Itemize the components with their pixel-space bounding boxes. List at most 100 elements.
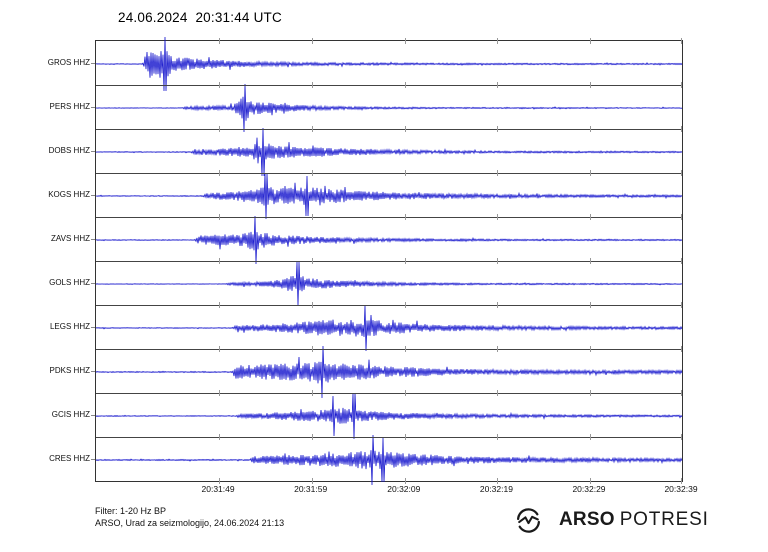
station-label-gcis: GCIS HHZ bbox=[51, 410, 90, 419]
x-tick-mark bbox=[404, 434, 406, 440]
station-label-dobs: DOBS HHZ bbox=[48, 146, 90, 155]
x-tick-mark bbox=[404, 390, 406, 396]
station-label-kogs: KOGS HHZ bbox=[48, 190, 90, 199]
x-tick-mark bbox=[404, 126, 406, 132]
x-tick-mark bbox=[681, 38, 682, 44]
waveform-legs bbox=[95, 304, 683, 352]
x-tick-mark bbox=[497, 390, 499, 396]
x-tick-label: 20:32:39 bbox=[664, 484, 698, 494]
x-tick-mark bbox=[219, 390, 221, 396]
trace-row-legs bbox=[95, 304, 683, 352]
row-divider bbox=[96, 393, 682, 394]
x-tick-mark bbox=[497, 170, 499, 176]
x-tick-label: 20:32:09 bbox=[387, 484, 421, 494]
x-tick-mark bbox=[681, 302, 682, 308]
x-tick-mark bbox=[219, 258, 221, 264]
trace-row-gcis bbox=[95, 392, 683, 440]
waveform-gcis bbox=[95, 392, 683, 440]
x-tick-mark bbox=[311, 126, 313, 132]
x-tick-label: 20:32:29 bbox=[572, 484, 606, 494]
x-tick-mark bbox=[404, 258, 406, 264]
waveform-dobs bbox=[95, 127, 683, 177]
x-tick-mark bbox=[219, 302, 221, 308]
trace-row-zavs bbox=[95, 215, 683, 265]
y-tick bbox=[91, 63, 95, 64]
station-label-legs: LEGS HHZ bbox=[49, 322, 90, 331]
row-divider bbox=[96, 305, 682, 306]
y-tick bbox=[91, 151, 95, 152]
x-tick-mark bbox=[404, 302, 406, 308]
footer-info: Filter: 1-20 Hz BP ARSO, Urad za seizmol… bbox=[95, 505, 284, 529]
y-tick bbox=[91, 459, 95, 460]
trace-row-gros bbox=[95, 36, 683, 92]
x-tick-mark bbox=[404, 170, 406, 176]
x-axis-tick-labels: 20:31:49 20:31:59 20:32:09 20:32:19 20:32:29… bbox=[95, 484, 698, 496]
x-tick-mark bbox=[589, 82, 591, 88]
waveform-kogs bbox=[95, 172, 683, 220]
logo-text-potresi: POTRESI bbox=[619, 509, 709, 530]
x-tick-mark bbox=[589, 258, 591, 264]
x-tick-mark bbox=[404, 214, 406, 220]
y-tick bbox=[91, 239, 95, 240]
logo-text: ARSO POTRESI bbox=[559, 509, 709, 531]
y-tick bbox=[91, 415, 95, 416]
x-tick-mark bbox=[404, 346, 406, 352]
waveform-gros bbox=[95, 36, 683, 92]
x-tick-mark bbox=[681, 258, 682, 264]
y-tick bbox=[91, 283, 95, 284]
x-tick-mark bbox=[404, 82, 406, 88]
row-divider bbox=[96, 85, 682, 86]
x-tick-mark bbox=[589, 390, 591, 396]
x-tick-mark bbox=[589, 478, 591, 484]
station-label-gros: GROS HHZ bbox=[47, 58, 90, 67]
x-tick-mark bbox=[311, 170, 313, 176]
x-tick-mark bbox=[681, 214, 682, 220]
x-tick-mark bbox=[311, 434, 313, 440]
x-tick-mark bbox=[219, 346, 221, 352]
y-tick bbox=[91, 107, 95, 108]
x-tick-mark bbox=[681, 126, 682, 132]
station-label-gols: GOLS HHZ bbox=[49, 278, 90, 287]
row-divider bbox=[96, 349, 682, 350]
x-tick-mark bbox=[681, 390, 682, 396]
x-tick-mark bbox=[497, 82, 499, 88]
logo-text-arso: ARSO bbox=[559, 509, 615, 530]
x-tick-mark bbox=[311, 214, 313, 220]
x-tick-mark bbox=[681, 170, 682, 176]
source-label: ARSO, Urad za seizmologijo, 24.06.2024 2… bbox=[95, 518, 285, 528]
y-tick bbox=[91, 327, 95, 328]
x-tick-mark bbox=[219, 434, 221, 440]
x-tick-mark bbox=[497, 38, 499, 44]
x-tick-mark bbox=[219, 126, 221, 132]
trace-row-kogs bbox=[95, 172, 683, 220]
x-tick-mark bbox=[497, 302, 499, 308]
x-tick-mark bbox=[497, 126, 499, 132]
trace-row-cres bbox=[95, 434, 683, 486]
station-label-pdks: PDKS HHZ bbox=[49, 366, 90, 375]
x-tick-mark bbox=[681, 82, 682, 88]
x-tick-mark bbox=[497, 346, 499, 352]
waveform-gols bbox=[95, 261, 683, 307]
x-tick-mark bbox=[311, 346, 313, 352]
station-label-pers: PERS HHZ bbox=[49, 102, 90, 111]
waveform-cres bbox=[95, 434, 683, 486]
x-tick-mark bbox=[589, 302, 591, 308]
x-tick-mark bbox=[311, 82, 313, 88]
row-divider bbox=[96, 129, 682, 130]
x-tick-mark bbox=[219, 82, 221, 88]
x-tick-mark bbox=[497, 214, 499, 220]
x-tick-mark bbox=[589, 214, 591, 220]
x-tick-mark bbox=[589, 38, 591, 44]
x-tick-mark bbox=[497, 434, 499, 440]
x-tick-mark bbox=[589, 346, 591, 352]
x-tick-mark bbox=[311, 478, 313, 484]
row-divider bbox=[96, 217, 682, 218]
trace-row-dobs bbox=[95, 127, 683, 177]
x-tick-mark bbox=[681, 346, 682, 352]
x-tick-mark bbox=[497, 478, 499, 484]
station-label-zavs: ZAVS HHZ bbox=[51, 234, 90, 243]
waveform-pers bbox=[95, 83, 683, 133]
x-tick-mark bbox=[219, 214, 221, 220]
row-divider bbox=[96, 261, 682, 262]
